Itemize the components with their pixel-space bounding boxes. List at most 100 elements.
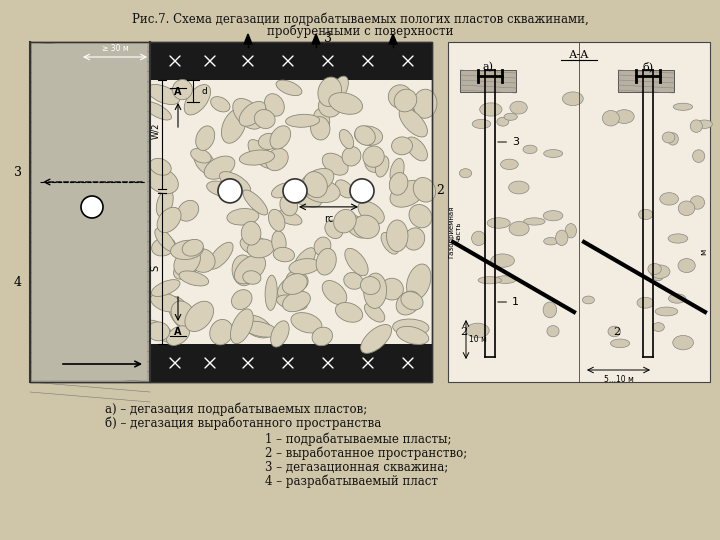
Text: б) – дегазация выработанного пространства: б) – дегазация выработанного пространств…	[105, 417, 382, 430]
Ellipse shape	[304, 180, 340, 202]
Text: 2 – выработанное пространство;: 2 – выработанное пространство;	[265, 447, 467, 461]
Bar	[460, 70, 516, 92]
Text: rс: rс	[324, 214, 333, 224]
Ellipse shape	[523, 218, 545, 225]
Ellipse shape	[405, 228, 425, 250]
Ellipse shape	[258, 133, 279, 150]
Bar	[30, 42, 150, 382]
Ellipse shape	[673, 103, 693, 110]
Ellipse shape	[157, 207, 181, 233]
Ellipse shape	[472, 231, 486, 246]
Ellipse shape	[150, 158, 171, 176]
Ellipse shape	[509, 221, 529, 236]
Ellipse shape	[300, 168, 334, 195]
Text: А: А	[174, 327, 181, 337]
Ellipse shape	[336, 180, 354, 198]
Ellipse shape	[243, 190, 268, 215]
Ellipse shape	[209, 242, 233, 269]
Ellipse shape	[603, 111, 619, 126]
Ellipse shape	[582, 296, 595, 304]
Ellipse shape	[278, 275, 305, 300]
Text: 2: 2	[613, 327, 620, 337]
Ellipse shape	[243, 321, 278, 337]
Ellipse shape	[143, 102, 171, 120]
Ellipse shape	[354, 215, 379, 239]
Ellipse shape	[314, 237, 331, 255]
Ellipse shape	[343, 273, 363, 289]
Text: а) – дегазация подрабатываемых пластов;: а) – дегазация подрабатываемых пластов;	[105, 403, 367, 416]
Ellipse shape	[147, 322, 170, 341]
Text: 5...10 м: 5...10 м	[603, 375, 634, 384]
Text: А: А	[174, 87, 181, 97]
Ellipse shape	[222, 109, 246, 143]
Text: 1: 1	[498, 297, 519, 307]
Bar	[30, 42, 432, 80]
Ellipse shape	[690, 120, 703, 132]
Text: W/2: W/2	[151, 122, 160, 139]
Ellipse shape	[271, 231, 286, 254]
Ellipse shape	[194, 150, 216, 175]
Ellipse shape	[544, 238, 558, 245]
Ellipse shape	[544, 150, 563, 158]
Ellipse shape	[173, 79, 192, 100]
Circle shape	[218, 179, 242, 203]
Ellipse shape	[312, 327, 333, 346]
Text: м: м	[700, 249, 708, 255]
Ellipse shape	[466, 323, 489, 338]
Ellipse shape	[690, 196, 705, 209]
Ellipse shape	[145, 320, 176, 342]
Ellipse shape	[381, 278, 403, 300]
Ellipse shape	[146, 167, 179, 194]
Text: 3: 3	[498, 137, 519, 147]
Ellipse shape	[269, 210, 285, 231]
Ellipse shape	[282, 274, 307, 294]
Ellipse shape	[401, 292, 423, 310]
Ellipse shape	[413, 89, 437, 118]
Ellipse shape	[497, 117, 509, 126]
Ellipse shape	[409, 205, 432, 228]
Ellipse shape	[271, 183, 294, 198]
Ellipse shape	[220, 172, 251, 194]
Ellipse shape	[361, 325, 392, 353]
Ellipse shape	[480, 103, 502, 116]
Ellipse shape	[239, 102, 266, 126]
Ellipse shape	[271, 321, 289, 347]
Ellipse shape	[191, 148, 211, 163]
Ellipse shape	[168, 296, 192, 329]
Ellipse shape	[491, 254, 515, 267]
Ellipse shape	[196, 126, 215, 151]
Circle shape	[283, 179, 307, 203]
Ellipse shape	[185, 301, 214, 332]
Ellipse shape	[510, 102, 527, 114]
Text: 3: 3	[324, 31, 332, 44]
Ellipse shape	[523, 145, 537, 153]
Ellipse shape	[390, 180, 425, 207]
Ellipse shape	[330, 76, 348, 102]
Ellipse shape	[230, 309, 253, 343]
Text: б): б)	[642, 62, 654, 73]
Ellipse shape	[398, 98, 413, 117]
Ellipse shape	[565, 224, 577, 238]
Ellipse shape	[396, 291, 420, 315]
Ellipse shape	[280, 195, 297, 216]
Ellipse shape	[248, 140, 274, 168]
Ellipse shape	[211, 97, 230, 112]
Ellipse shape	[500, 159, 518, 170]
Ellipse shape	[611, 339, 630, 348]
Ellipse shape	[678, 259, 696, 273]
Ellipse shape	[648, 264, 661, 274]
Ellipse shape	[388, 85, 412, 108]
Ellipse shape	[487, 218, 510, 228]
Ellipse shape	[364, 303, 384, 322]
Ellipse shape	[266, 148, 288, 171]
Ellipse shape	[227, 208, 259, 225]
Text: 4 – разрабатываемый пласт: 4 – разрабатываемый пласт	[265, 475, 438, 489]
Ellipse shape	[323, 153, 348, 175]
Ellipse shape	[276, 295, 307, 310]
Ellipse shape	[286, 114, 320, 127]
Ellipse shape	[166, 326, 189, 346]
Text: Газоприемная
часть: Газоприемная часть	[449, 206, 462, 258]
Ellipse shape	[291, 313, 322, 333]
Bar	[30, 344, 432, 382]
Text: S: S	[150, 265, 160, 271]
